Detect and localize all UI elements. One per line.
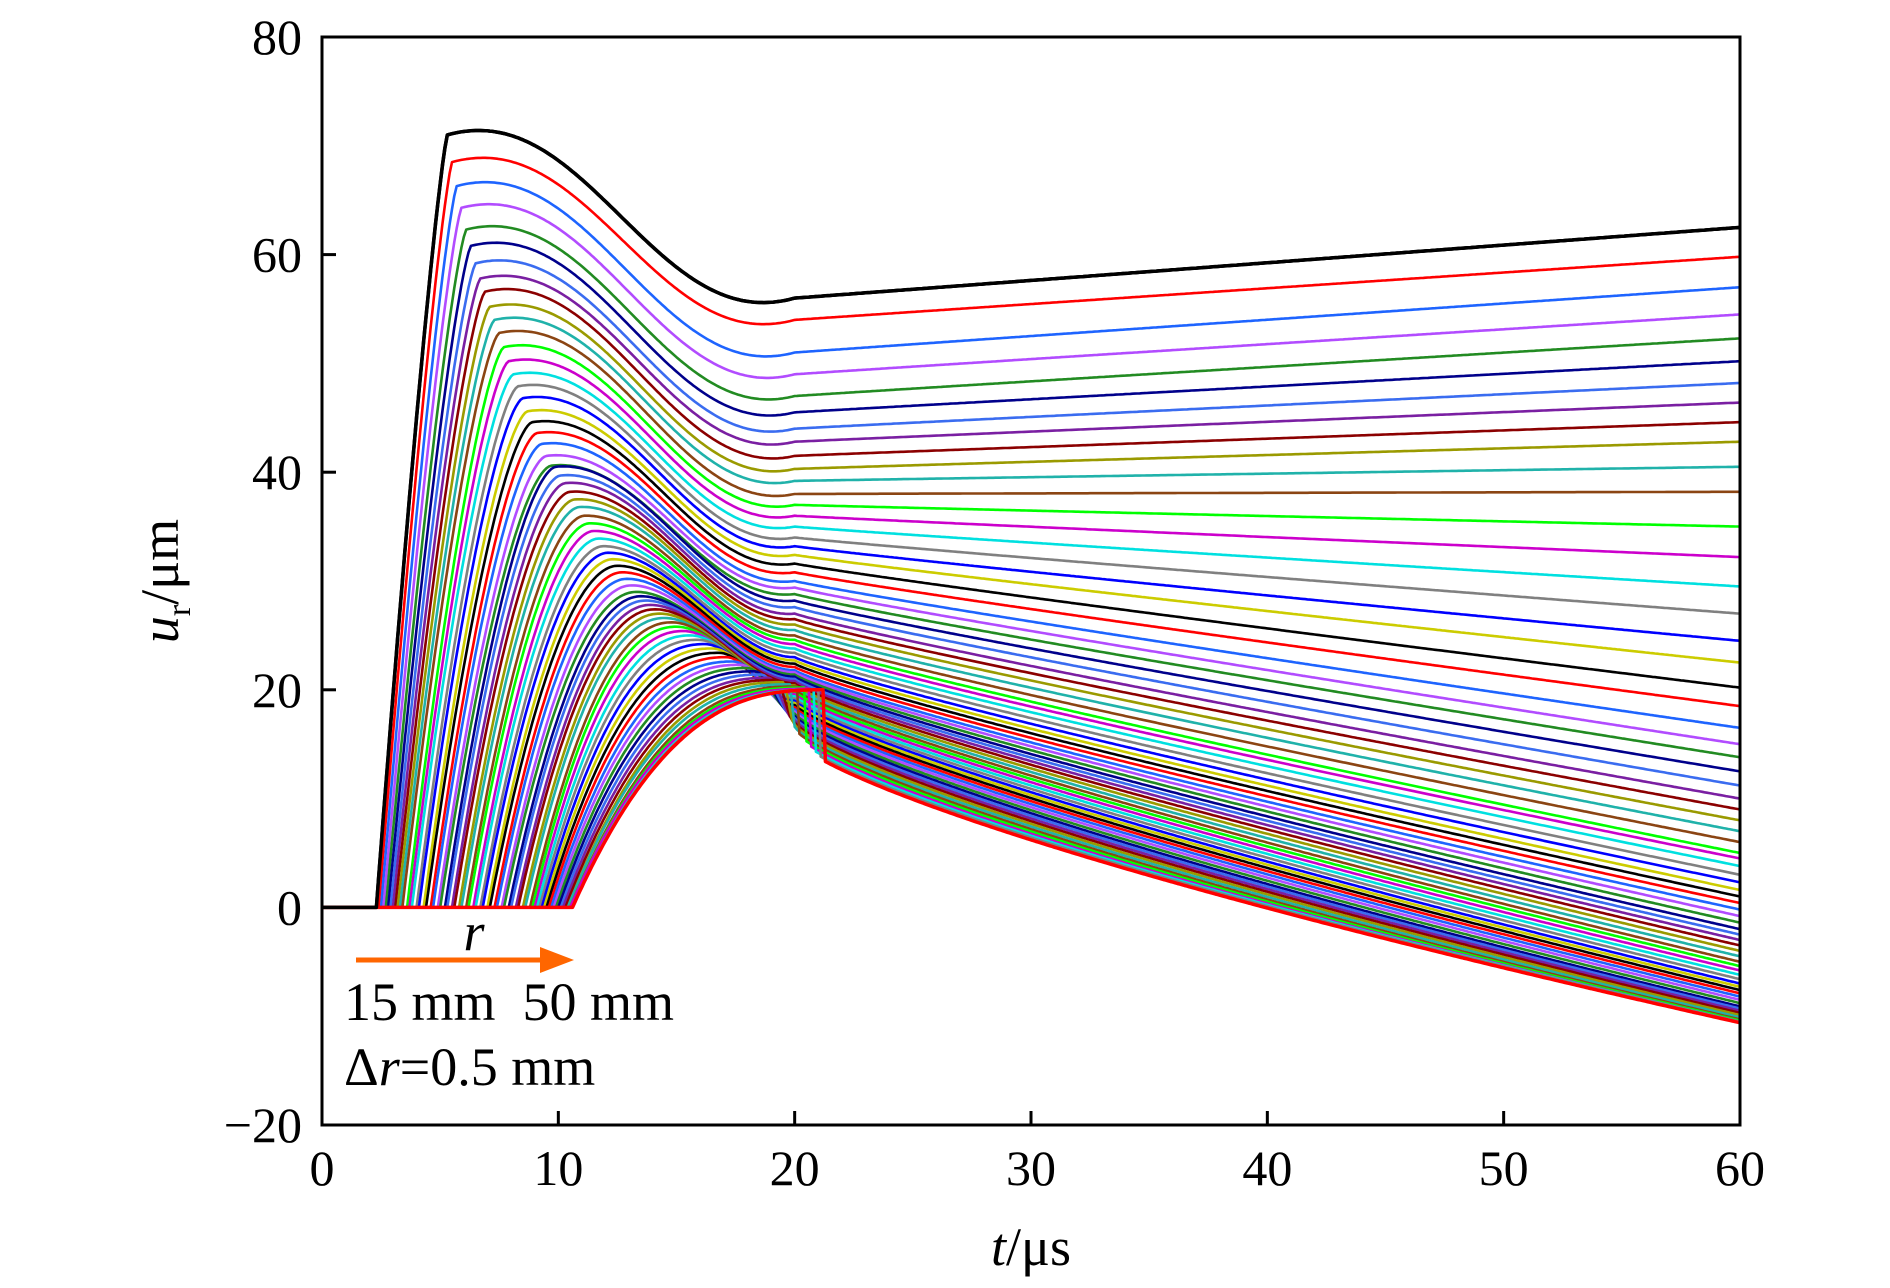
x-axis: 0 10 20 30 40 50 60 (310, 1111, 1765, 1196)
series-line (322, 180, 1740, 909)
series-line (322, 383, 1740, 909)
series-line (322, 371, 1740, 909)
series-line (322, 612, 1740, 953)
series-line (322, 647, 1740, 989)
series-line (322, 274, 1740, 909)
series-line (322, 607, 1740, 947)
series-line (322, 156, 1740, 909)
y-tick-label: 40 (252, 444, 302, 500)
series-line (322, 441, 1740, 909)
y-axis-label: ur/μm (130, 519, 198, 643)
series-line (322, 514, 1740, 909)
series-line (322, 430, 1740, 909)
series-line (322, 634, 1740, 977)
series-line (322, 481, 1740, 909)
series-line (322, 537, 1740, 909)
series-line (322, 241, 1740, 909)
series-line (322, 544, 1740, 909)
series-line (322, 529, 1740, 909)
x-tick-label: 40 (1242, 1140, 1292, 1196)
x-tick-label: 10 (533, 1140, 583, 1196)
series-line (322, 655, 1740, 995)
y-tick-label: 0 (277, 879, 302, 935)
x-tick-label: 30 (1006, 1140, 1056, 1196)
series-line (322, 521, 1740, 909)
series-line (322, 497, 1740, 909)
series-line (322, 473, 1740, 909)
series-line (322, 343, 1740, 909)
x-tick-label: 50 (1479, 1140, 1529, 1196)
series-line (322, 287, 1740, 909)
series-line (322, 663, 1740, 1002)
annotation-range-text: 15 mm 50 mm (344, 972, 674, 1032)
series-group (322, 128, 1740, 1025)
series-line (322, 329, 1740, 909)
series-line (322, 408, 1740, 909)
series-line (322, 660, 1740, 998)
series-line (322, 584, 1740, 918)
x-tick-label: 20 (770, 1140, 820, 1196)
series-line (322, 303, 1740, 909)
series-line (322, 590, 1740, 924)
series-line (322, 419, 1740, 909)
series-line (322, 224, 1740, 909)
x-tick-label: 0 (310, 1140, 335, 1196)
y-tick-label: 60 (252, 227, 302, 283)
y-tick-label: −20 (224, 1097, 302, 1153)
series-line (322, 577, 1740, 911)
series-line (322, 564, 1740, 909)
series-line (322, 625, 1740, 968)
series-line (322, 259, 1740, 909)
x-tick-label: 60 (1715, 1140, 1765, 1196)
series-line (322, 395, 1740, 909)
series-line (322, 651, 1740, 992)
y-tick-label: 20 (252, 662, 302, 718)
series-line (322, 316, 1740, 909)
series-line (322, 358, 1740, 909)
x-axis-label: t/μs (991, 1217, 1071, 1277)
annotation-arrow (356, 947, 574, 973)
y-axis: −20 0 20 40 60 80 (224, 9, 336, 1153)
series-line (322, 453, 1740, 909)
series-line (322, 202, 1740, 909)
series-line (322, 490, 1740, 909)
series-line (322, 620, 1740, 964)
series-line (322, 688, 1740, 1025)
series-line (322, 638, 1740, 981)
y-tick-label: 80 (252, 9, 302, 65)
annotation-step-text: Δr=0.5 mm (344, 1037, 595, 1097)
series-line (322, 599, 1740, 936)
series-line (322, 557, 1740, 909)
series-line (322, 128, 1740, 910)
series-line (322, 603, 1740, 942)
series-line (322, 505, 1740, 909)
series-line (322, 629, 1740, 972)
series-line (322, 642, 1740, 985)
series-line (322, 464, 1740, 909)
series-line (322, 551, 1740, 909)
series-line (322, 666, 1740, 1005)
series-line (322, 570, 1740, 909)
annotation-r-label: r (463, 902, 485, 962)
series-line (322, 616, 1740, 958)
series-line (322, 594, 1740, 931)
